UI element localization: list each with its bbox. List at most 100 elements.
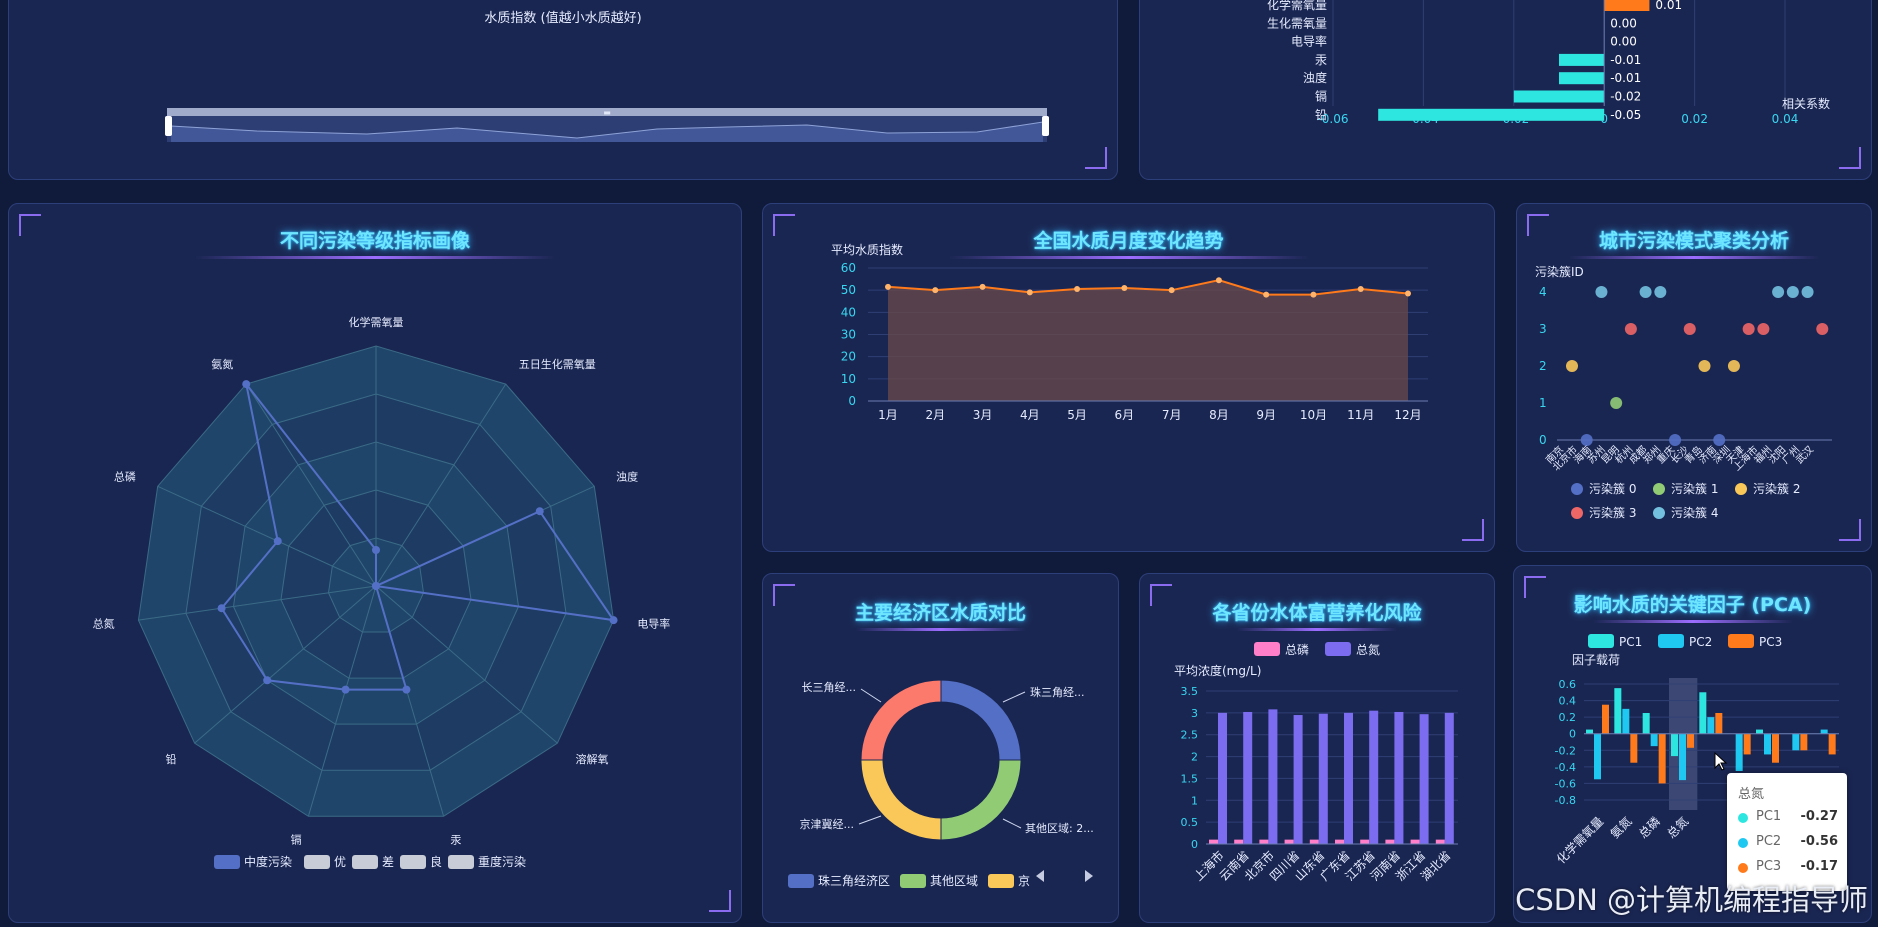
category-label: 浊度 [1303,70,1327,85]
correlation-bar [1604,0,1650,11]
bar-total-nitrogen [1243,711,1253,844]
y-tick-label: 30 [841,328,856,342]
trend-point [1405,290,1411,297]
legend-swatch [1735,483,1747,495]
scatter-point [1698,360,1711,372]
legend-label: 其他区域 [930,874,978,888]
legend-swatch [1571,483,1583,495]
category-label: 汞 [1315,53,1327,67]
x-tick-label: 化学需氧量 [1553,814,1606,867]
legend-swatch [1728,634,1754,648]
radar-spoke [307,585,377,817]
legend-label: 重度污染 [478,854,526,869]
label-leader-line [1002,691,1026,703]
corner-decoration [1527,214,1549,236]
tooltip-row-name: PC2 [1756,834,1782,849]
tooltip-title: 总氮 [1738,787,1765,802]
radar-indicator-label: 铅 [165,752,176,766]
scatter-point [1772,286,1785,298]
water-index-title: 水质指数 (值越小水质越好) [484,11,642,26]
bar-total-phosphorus [1309,839,1319,844]
bar-total-nitrogen [1444,712,1454,844]
radar-spoke [194,585,377,744]
pca-bar [1820,729,1828,734]
tooltip-row: PC3 -0.17 [1738,859,1838,877]
slice-label: 珠三角经... [1030,685,1085,699]
trend-point [1215,277,1222,284]
radar-spoke [157,485,377,587]
correlation-bar [1559,53,1605,66]
pca-bar [1650,733,1658,747]
legend-prev-button[interactable] [1036,870,1044,882]
x-tick-label: 0.02 [1681,112,1708,126]
legend-label: 污染簇 3 [1589,505,1636,520]
radar-point [273,537,282,546]
pca-bar [1743,733,1751,755]
slider-handle-right[interactable] [1042,116,1049,136]
y-tick-label: 1.5 [1181,772,1199,785]
y-tick-label: 4 [1539,285,1547,299]
pca-bar [1715,713,1723,734]
x-tick-label: 总磷 [1635,814,1663,842]
tooltip-row-value: -0.56 [1800,834,1838,849]
pca-bar [1630,733,1638,763]
y-tick-label: -0.2 [1555,744,1576,757]
bar-total-phosphorus [1385,839,1395,844]
pca-bar [1602,704,1609,734]
pca-bar [1699,692,1707,734]
legend-next-button[interactable] [1085,870,1093,882]
trend-point [1357,286,1364,293]
y-tick-label: 1 [1191,794,1198,807]
radar-series-line [220,383,616,691]
slider-handle-left[interactable] [165,116,172,136]
scatter-point [1801,286,1814,298]
slice-label: 长三角经... [802,681,857,694]
x-tick-label: 2月 [925,408,945,422]
corner-decoration [773,584,795,606]
legend-label: 污染簇 1 [1671,481,1718,496]
pca-bar [1772,733,1779,763]
scatter-point [1713,434,1726,446]
scatter-point [1654,286,1667,298]
radar-indicator-label: 汞 [450,833,461,846]
x-tick-label: 1月 [878,408,898,422]
radar-point [609,616,618,625]
datazoom-slider[interactable]: ▬ [165,86,1049,142]
correlation-chart: -0.06-0.04-0.0200.020.04相关系数化学需氧量0.01生化需… [1267,0,1830,126]
eutro-chart: 总磷 总氮平均浓度(mg/L)00.511.522.533.5上海市云南省北京市四… [1174,642,1458,884]
x-tick-label: 7月 [1162,408,1182,422]
x-tick-label: 0.04 [1772,112,1799,126]
value-label: -0.01 [1610,71,1641,85]
scatter-point [1639,286,1652,298]
value-label: -0.02 [1610,90,1641,104]
scatter-point [1816,323,1829,335]
trend-point [1026,289,1033,296]
watermark: CSDN @计算机编程指导师 [1515,883,1868,917]
pca-bar [1800,733,1808,751]
pca-bar [1707,717,1715,734]
category-label: 电导率 [1291,34,1327,49]
pca-bar [1828,733,1836,755]
value-label: 0.01 [1655,0,1682,12]
pc2-dot-icon [1738,838,1748,848]
y-tick-label: 0 [1539,433,1547,447]
pca-title: 影响水质的关键因子 (PCA) [1573,594,1812,616]
radar-indicator-label: 镉 [291,832,302,846]
legend-swatch [400,855,426,869]
pca-bar [1792,733,1800,751]
donut-slice [860,679,942,761]
legend-swatch [788,874,814,888]
legend-label: 京 [1018,874,1030,888]
pc1-dot-icon [1738,813,1748,823]
x-tick-label: 8月 [1209,408,1229,422]
tooltip-row: PC2 -0.56 [1738,834,1838,852]
legend-swatch [988,874,1014,888]
eutro-panel: 各省份水体富营养化风险 总磷 总氮 平均浓度(mg/L) 0 0.5 1 1.5 2 2.5 3 3… [1139,573,1495,923]
legend-label: 中度污染 [244,854,292,869]
legend-label: 差 [382,855,394,869]
legend-swatch [214,855,240,869]
bar-total-nitrogen [1318,713,1328,844]
pca-bar [1764,733,1771,755]
x-tick-label: 氨氮 [1607,814,1635,842]
y-tick-label: 20 [841,350,856,364]
